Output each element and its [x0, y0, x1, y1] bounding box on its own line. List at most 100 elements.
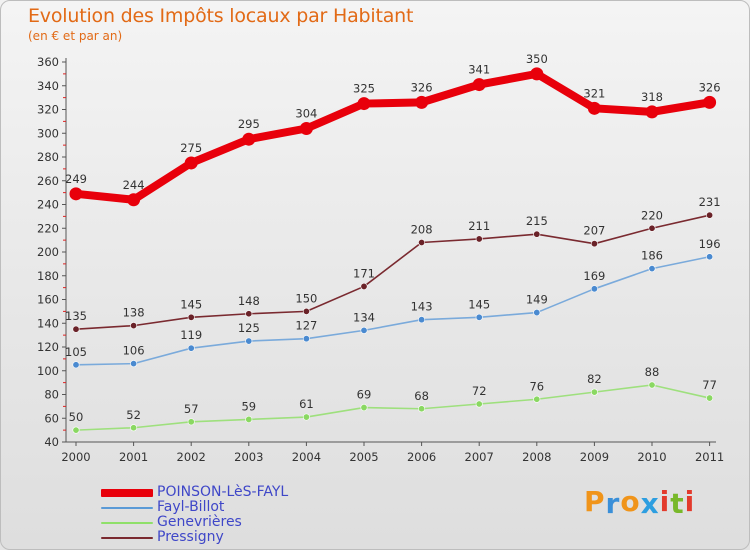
data-point-genevri-res [533, 395, 541, 403]
legend-label-genevri-res: Genevrières [157, 514, 242, 530]
y-tick-label: 360 [37, 55, 59, 69]
x-tick-label: 2008 [522, 450, 551, 464]
data-label-poinson-l-s-fayl: 350 [526, 52, 548, 66]
data-point-pressigny [130, 322, 138, 330]
legend-item-genevri-res: Genevrières [101, 515, 361, 530]
data-label-fayl-billot: 134 [353, 310, 375, 324]
data-label-pressigny: 231 [699, 195, 721, 209]
data-point-pressigny [475, 235, 483, 243]
data-label-genevri-res: 82 [587, 372, 602, 386]
x-tick-label: 2000 [61, 450, 90, 464]
data-label-fayl-billot: 125 [238, 321, 260, 335]
logo-letter: o [620, 485, 641, 518]
data-point-fayl-billot [130, 360, 138, 368]
y-tick-label: 60 [44, 411, 59, 425]
data-point-genevri-res [706, 394, 714, 402]
logo-letter: i [684, 485, 696, 518]
legend-item-fayl-billot: Fayl-Billot [101, 500, 361, 515]
series-layer [69, 67, 717, 434]
data-point-poinson-l-s-fayl [242, 132, 256, 146]
data-point-genevri-res [475, 400, 483, 408]
data-label-fayl-billot: 196 [699, 237, 721, 251]
data-point-pressigny [302, 307, 310, 315]
data-point-fayl-billot [418, 316, 426, 324]
legend-label-poinson-l-s-fayl: POINSON-LèS-FAYL [157, 484, 289, 500]
data-point-poinson-l-s-fayl [587, 101, 601, 115]
y-tick-label: 220 [37, 221, 59, 235]
data-label-pressigny: 145 [180, 297, 202, 311]
series-line-genevri-res [75, 384, 711, 431]
data-point-fayl-billot [590, 285, 598, 293]
x-tick-label: 2005 [349, 450, 378, 464]
legend-item-poinson-l-s-fayl: POINSON-LèS-FAYL [101, 485, 361, 500]
data-point-poinson-l-s-fayl [184, 156, 198, 170]
data-label-poinson-l-s-fayl: 244 [123, 178, 145, 192]
legend-swatch-pressigny [101, 537, 153, 539]
data-label-poinson-l-s-fayl: 304 [295, 107, 317, 121]
data-point-poinson-l-s-fayl [127, 193, 141, 207]
data-label-pressigny: 207 [583, 224, 605, 238]
logo-letter: P [584, 485, 606, 518]
data-label-fayl-billot: 127 [295, 319, 317, 333]
data-label-poinson-l-s-fayl: 325 [353, 82, 375, 96]
data-label-genevri-res: 88 [645, 365, 660, 379]
data-label-genevri-res: 69 [357, 388, 372, 402]
y-tick-label: 240 [37, 198, 59, 212]
legend-swatch-genevri-res [101, 522, 153, 524]
data-point-poinson-l-s-fayl [299, 122, 313, 135]
legend-label-pressigny: Pressigny [157, 529, 224, 545]
data-labels-layer: 105 106 119 125 127 134 143 145 149 169 186 196 50 52… [65, 52, 721, 424]
logo-letter: x [640, 487, 660, 520]
data-point-pressigny [187, 313, 195, 321]
logo-letter: t [670, 487, 685, 520]
data-label-genevri-res: 72 [472, 384, 487, 398]
data-label-pressigny: 208 [411, 223, 433, 237]
data-label-genevri-res: 50 [69, 410, 84, 424]
data-label-fayl-billot: 145 [468, 297, 490, 311]
data-label-genevri-res: 68 [414, 389, 429, 403]
data-label-poinson-l-s-fayl: 326 [411, 80, 433, 94]
data-point-fayl-billot [245, 337, 253, 345]
data-point-fayl-billot [72, 361, 80, 369]
legend-item-pressigny: Pressigny [101, 530, 361, 545]
data-point-fayl-billot [648, 265, 656, 273]
data-label-fayl-billot: 143 [411, 300, 433, 314]
y-tick-label: 180 [37, 269, 59, 283]
data-point-fayl-billot [533, 309, 541, 317]
data-label-genevri-res: 61 [299, 397, 314, 411]
data-label-pressigny: 171 [353, 266, 375, 280]
data-point-poinson-l-s-fayl [703, 95, 717, 109]
y-tick-label: 340 [37, 79, 59, 93]
data-point-poinson-l-s-fayl [530, 67, 544, 81]
x-tick-label: 2002 [177, 450, 206, 464]
data-point-pressigny [590, 240, 598, 248]
data-point-genevri-res [130, 424, 138, 432]
data-point-pressigny [648, 224, 656, 232]
data-point-fayl-billot [475, 313, 483, 321]
data-label-poinson-l-s-fayl: 326 [699, 80, 721, 94]
data-label-poinson-l-s-fayl: 321 [583, 86, 605, 100]
data-point-poinson-l-s-fayl [357, 97, 371, 111]
data-label-genevri-res: 59 [241, 399, 256, 413]
chart-axes: 40 60 80 100 120 140 160 180 200 220 240 260 280 300 3… [37, 55, 724, 464]
data-label-genevri-res: 77 [702, 378, 717, 392]
data-label-pressigny: 138 [123, 306, 145, 320]
logo-letter: r [605, 487, 621, 520]
data-label-pressigny: 215 [526, 214, 548, 228]
series-line-pressigny [75, 214, 711, 330]
data-point-genevri-res [72, 426, 80, 434]
data-label-poinson-l-s-fayl: 249 [65, 172, 87, 186]
data-point-poinson-l-s-fayl [69, 187, 83, 201]
data-label-fayl-billot: 106 [123, 344, 145, 358]
data-label-fayl-billot: 105 [65, 345, 87, 359]
y-tick-label: 280 [37, 150, 59, 164]
y-tick-label: 100 [37, 364, 59, 378]
data-point-pressigny [533, 230, 541, 238]
y-tick-label: 160 [37, 293, 59, 307]
data-point-genevri-res [418, 405, 426, 413]
data-label-fayl-billot: 169 [583, 269, 605, 283]
x-tick-label: 2006 [407, 450, 436, 464]
x-tick-label: 2007 [465, 450, 494, 464]
legend-swatch-fayl-billot [101, 507, 153, 509]
